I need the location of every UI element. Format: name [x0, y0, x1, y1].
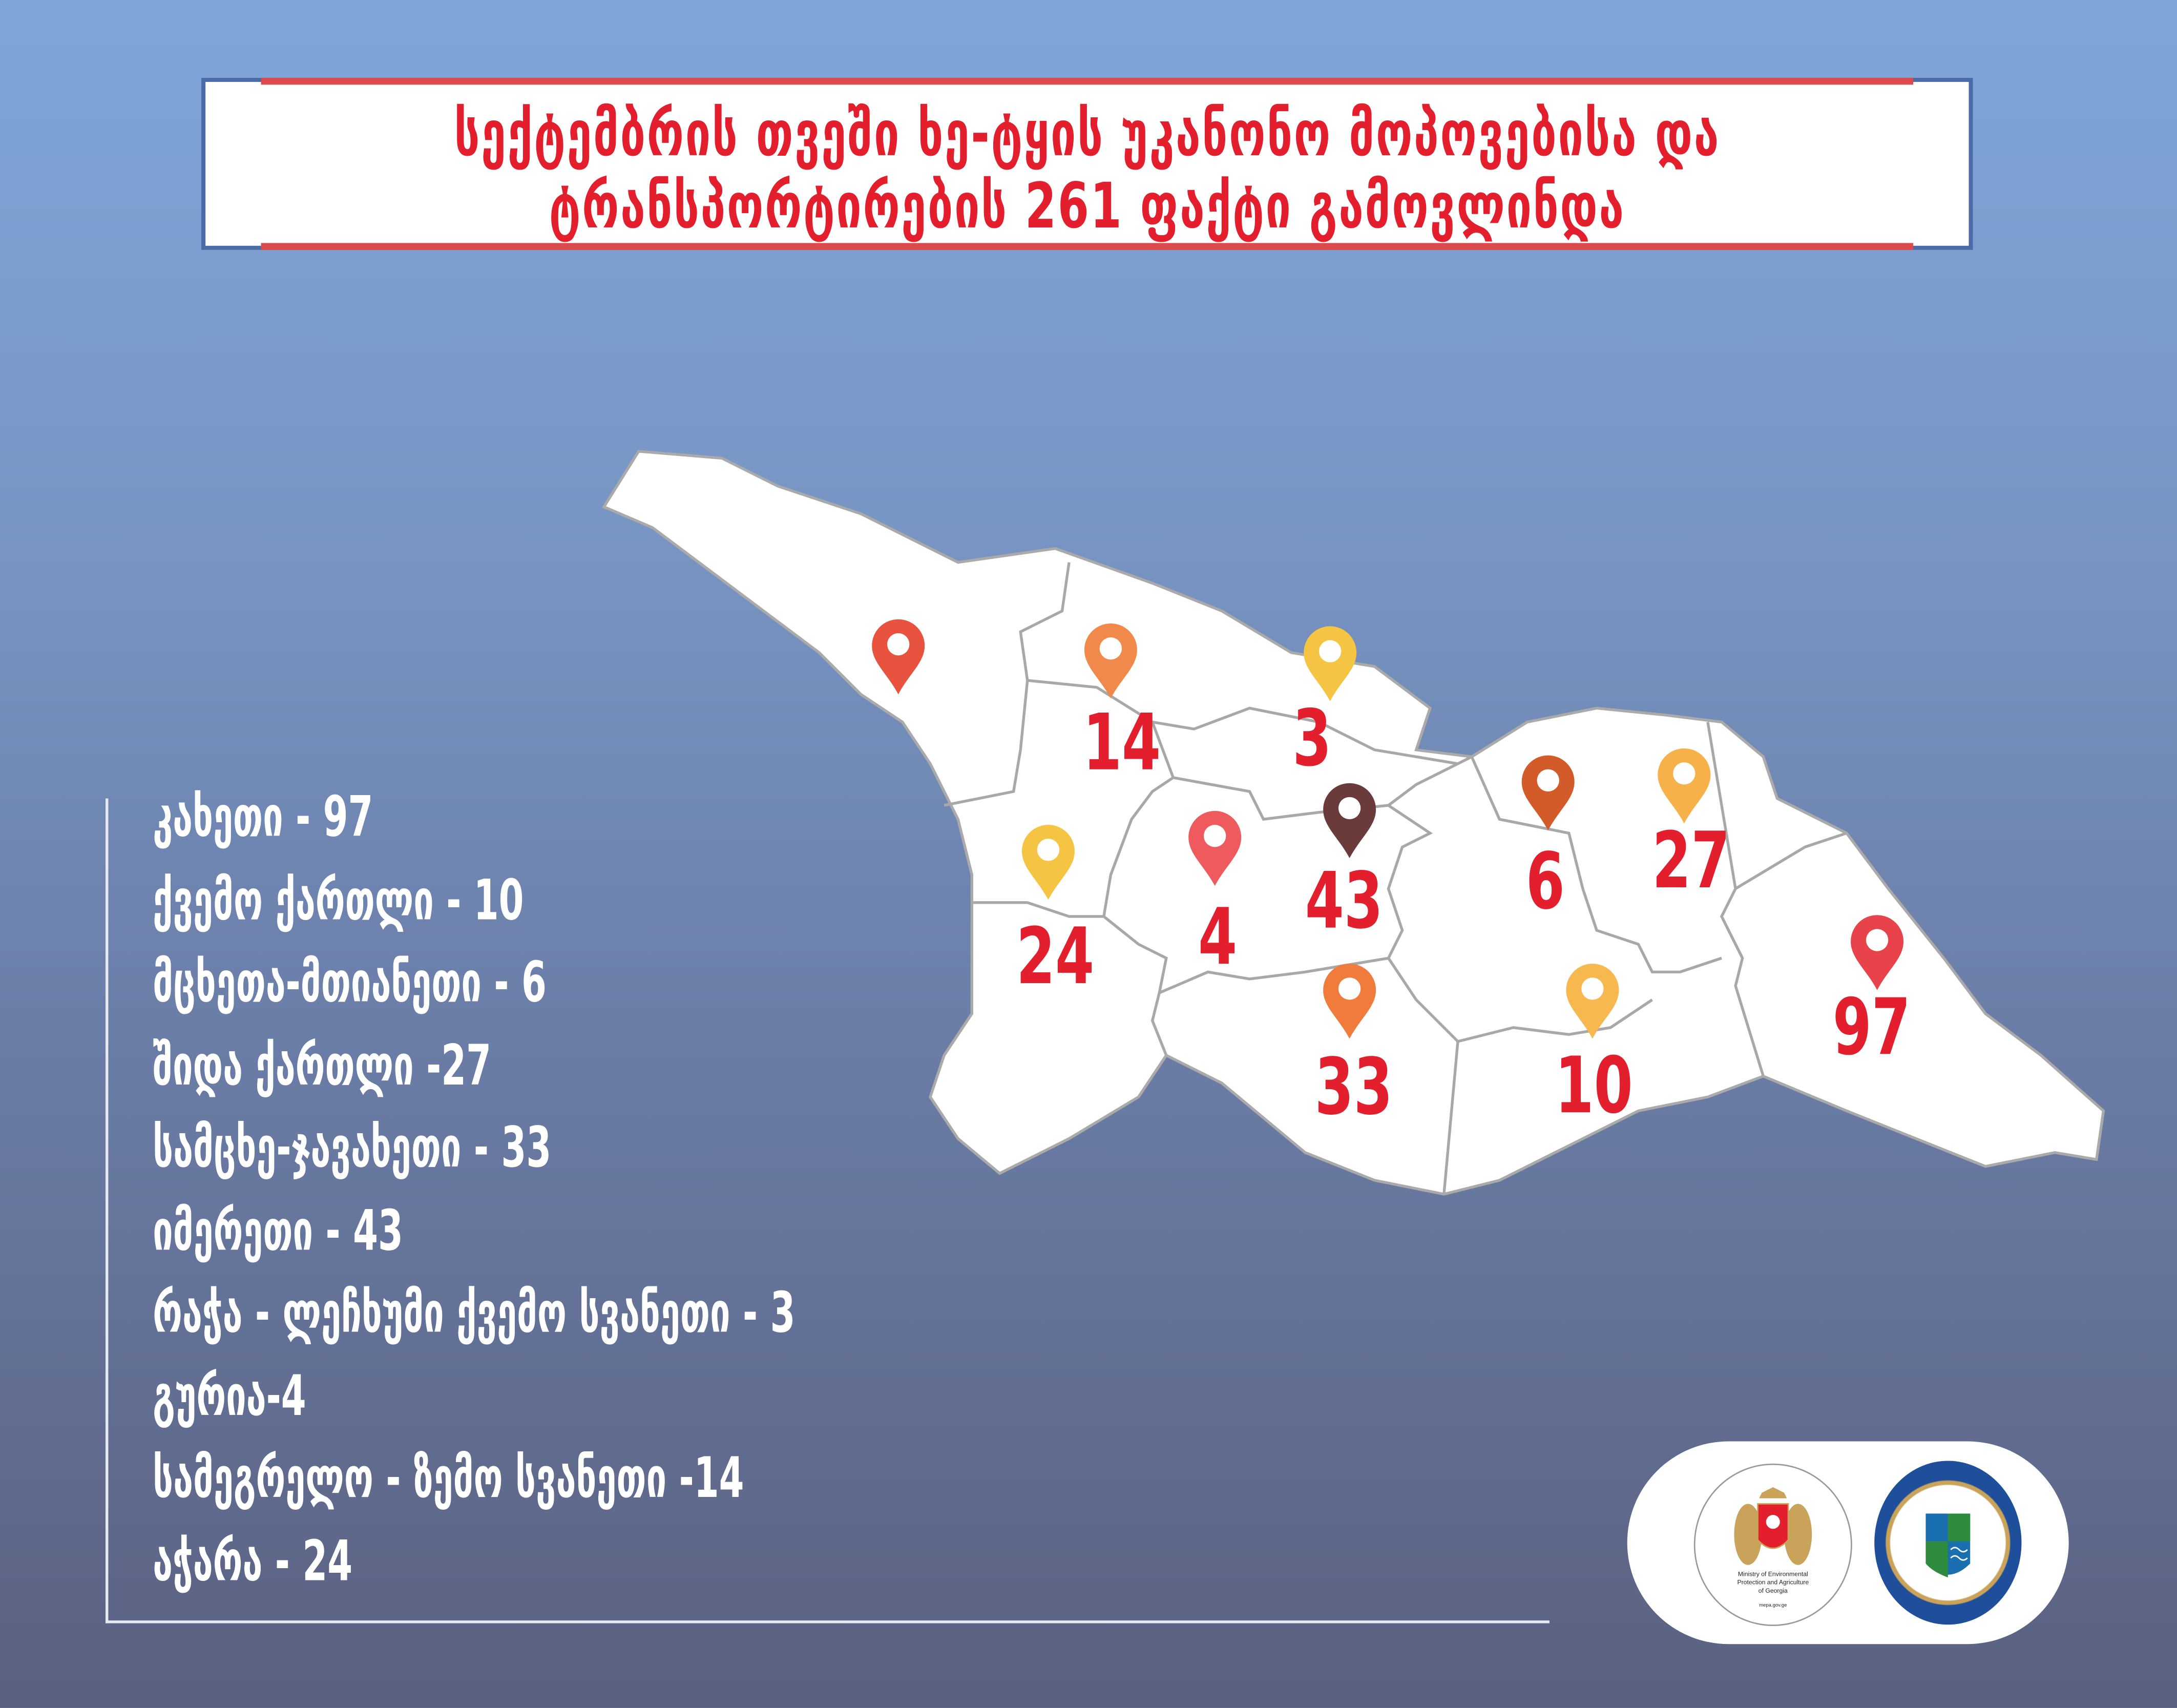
map-pin-dot	[1318, 640, 1342, 662]
title-line-2: ტრანსპორტირების 261 ფაქტი გამოვლინდა	[549, 172, 1625, 243]
region-count-label: 33	[1314, 1043, 1393, 1133]
list-divider-vertical	[105, 798, 109, 1623]
map-pin-dot	[1581, 977, 1604, 1000]
ministry-name-3: of Georgia	[1758, 1587, 1788, 1594]
region-count-label: 24	[1016, 912, 1094, 1003]
coat-of-arms-icon	[1734, 1487, 1812, 1565]
region-count-label: 97	[1832, 983, 1911, 1074]
region-count-label: 27	[1652, 816, 1730, 907]
map-pin-icon	[1566, 964, 1619, 1039]
region-item: კახეთი - 97	[153, 786, 373, 850]
map-pin-icon	[872, 619, 925, 695]
region-list: კახეთი - 97 ქვემო ქართლი - 10 მცხეთა-მთი…	[153, 778, 795, 1604]
map-pin-dot	[1673, 762, 1695, 785]
region-item: რაჭა - ლეჩხუმი ქვემო სვანეთი - 3	[153, 1281, 796, 1346]
ministry-url: mepa.gov.ge	[1759, 1602, 1787, 1608]
logos-panel: Ministry of Environmental Protection and…	[1627, 1441, 2069, 1644]
ministry-name-2: Protection and Agriculture	[1737, 1578, 1809, 1586]
map-pin-icon	[1188, 810, 1242, 886]
banner-top-bar	[261, 77, 1914, 85]
region-item: შიდა ქართლი -27	[153, 1033, 492, 1098]
map-pin-dot	[1037, 839, 1060, 861]
list-divider-horizontal	[105, 1620, 1550, 1623]
supervision-agency-logo	[1874, 1461, 2022, 1625]
region-count-label: 14	[1083, 698, 1161, 789]
map-pin-icon	[1084, 623, 1137, 699]
region-borders	[944, 562, 1847, 1195]
map-pin-dot	[1338, 797, 1361, 820]
map-pin-icon	[1304, 626, 1357, 701]
region-item: სამეგრელო - ზემო სვანეთი -14	[153, 1447, 744, 1511]
map-pin-dot	[1866, 929, 1889, 951]
region-count-label: 6	[1525, 837, 1565, 928]
map-pin-icon	[1323, 783, 1376, 859]
banner-bottom-bar	[261, 243, 1914, 250]
map-pin-icon	[1521, 755, 1575, 830]
region-item: აჭარა - 24	[153, 1529, 353, 1594]
map-pin-dot	[1537, 769, 1559, 791]
map-pin-dot	[887, 633, 910, 656]
region-count-label: 10	[1555, 1041, 1633, 1132]
region-item: მცხეთა-მთიანეთი - 6	[153, 951, 547, 1015]
ministry-logo: Ministry of Environmental Protection and…	[1693, 1463, 1852, 1626]
map-pin-icon	[1021, 825, 1075, 900]
region-count-label: 43	[1305, 857, 1383, 947]
map-pin-dot	[1099, 637, 1122, 660]
region-item: გურია-4	[153, 1364, 306, 1428]
map-pin-icon	[1323, 964, 1376, 1039]
region-count-label: 4	[1198, 892, 1238, 984]
title-banner: სექტემბრის თვეში ხე-ტყის უკანონო მოპოვებ…	[201, 77, 1973, 250]
map-pin-icon	[1658, 748, 1711, 824]
map-pin-dot	[1204, 825, 1226, 847]
title-line-1: სექტემბრის თვეში ხე-ტყის უკანონო მოპოვებ…	[454, 99, 1721, 171]
shield-icon	[1925, 1513, 1971, 1578]
map-pin-icon	[1851, 915, 1904, 990]
map-pin-dot	[1338, 977, 1361, 1000]
region-item: იმერეთი - 43	[153, 1199, 403, 1263]
region-item: სამცხე-ჯავახეთი - 33	[153, 1116, 552, 1180]
ministry-name-1: Ministry of Environmental	[1738, 1570, 1808, 1578]
region-count-label: 3	[1292, 694, 1332, 785]
region-item: ქვემო ქართლი - 10	[153, 868, 524, 933]
